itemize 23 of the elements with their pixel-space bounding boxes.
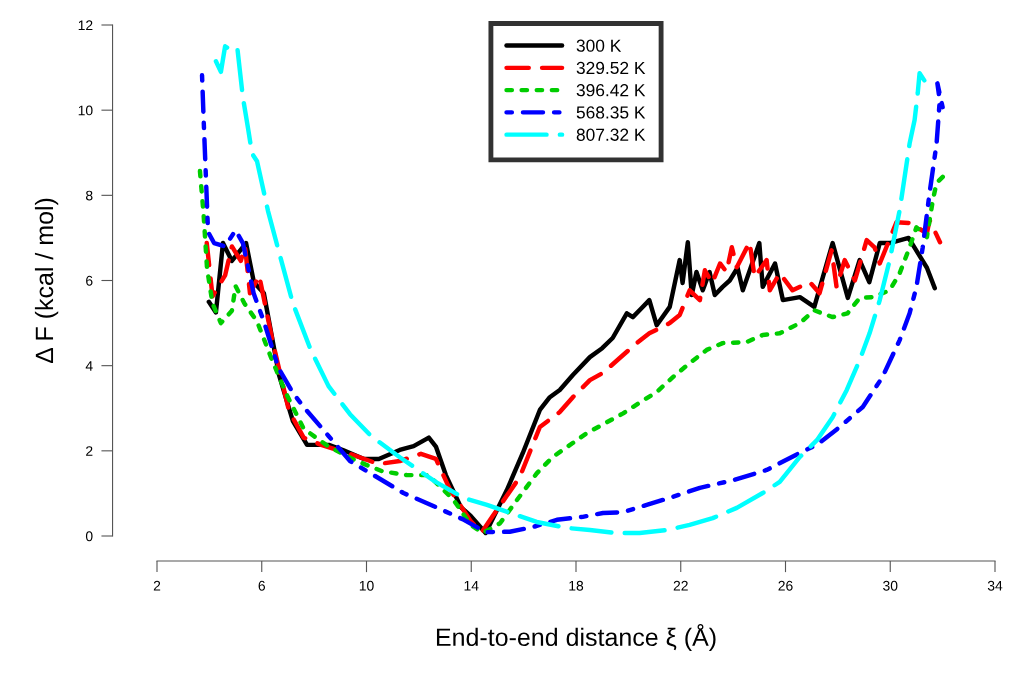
y-tick-label: 4 bbox=[85, 361, 93, 371]
y-tick-label: 2 bbox=[86, 446, 93, 456]
x-tick-label: 14 bbox=[464, 580, 479, 591]
y-tick-label: 6 bbox=[86, 275, 93, 286]
y-tick-label: 10 bbox=[78, 105, 93, 116]
x-tick-label: 22 bbox=[673, 580, 688, 591]
x-tick-label: 30 bbox=[883, 580, 898, 591]
legend-label: 329.52 K bbox=[576, 61, 646, 75]
x-tick-label: 2 bbox=[153, 580, 161, 591]
x-tick-label: 6 bbox=[258, 580, 265, 591]
legend-label: 807.32 K bbox=[576, 128, 646, 141]
y-tick-label: 0 bbox=[85, 531, 93, 542]
legend-label: 396.42 K bbox=[576, 84, 646, 97]
y-axis-title: Δ F (kcal / mol) bbox=[34, 198, 59, 364]
x-tick-label: 10 bbox=[359, 580, 374, 591]
x-axis-title: End-to-end distance ξ (Å) bbox=[436, 623, 716, 652]
x-tick-label: 26 bbox=[778, 580, 793, 591]
x-tick-label: 18 bbox=[569, 580, 584, 591]
legend-label: 568.35 K bbox=[576, 106, 646, 119]
y-tick-label: 12 bbox=[78, 20, 93, 31]
legend-label: 300 K bbox=[576, 39, 622, 52]
y-tick-label: 8 bbox=[85, 190, 93, 201]
x-tick-label: 34 bbox=[987, 580, 1003, 591]
